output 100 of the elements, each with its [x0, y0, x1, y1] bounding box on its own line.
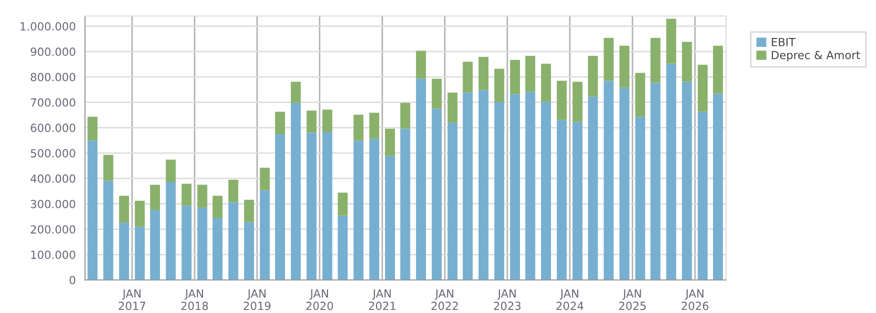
bar	[400, 102, 410, 129]
bar	[338, 192, 348, 216]
bar	[462, 92, 473, 280]
bar	[306, 110, 317, 133]
bar	[260, 190, 270, 280]
bar	[369, 138, 380, 280]
bar	[290, 102, 301, 280]
y-tick-label: 100.000	[31, 250, 76, 259]
bar	[212, 196, 223, 218]
bar	[385, 128, 395, 156]
bar	[290, 82, 301, 103]
bar	[150, 210, 160, 280]
bar	[88, 116, 98, 141]
bar	[666, 18, 676, 64]
bar	[682, 82, 692, 280]
bar	[182, 206, 192, 280]
bar	[650, 82, 660, 280]
bar	[119, 196, 130, 223]
y-tick-label: 300.000	[30, 200, 76, 208]
bar	[400, 128, 410, 280]
bar	[416, 50, 426, 79]
bar	[525, 56, 536, 92]
x-tick-label: JAN 2017	[118, 289, 146, 310]
bar	[166, 182, 176, 280]
bar	[619, 88, 630, 280]
y-tick-label: 700.000	[30, 98, 76, 107]
y-tick-label: 900.000	[30, 48, 76, 56]
bar	[432, 78, 442, 109]
y-tick-label: 1.000.000	[20, 22, 76, 31]
bar	[338, 216, 348, 280]
bar	[448, 92, 458, 123]
bar	[322, 110, 332, 132]
bar	[432, 108, 442, 280]
bar	[666, 64, 676, 280]
bar	[385, 156, 395, 280]
legend-label: Deprec & Amort	[772, 50, 860, 62]
bar	[416, 78, 426, 280]
bar	[228, 180, 238, 202]
x-tick-label: JAN 2018	[181, 289, 208, 310]
x-tick-label: JAN 2019	[244, 289, 270, 310]
x-tick-label: JAN 2020	[306, 289, 334, 310]
bar	[494, 102, 504, 280]
bar	[572, 82, 582, 122]
bar	[478, 56, 488, 90]
x-tick-label: JAN 2025	[619, 289, 646, 310]
bar	[275, 134, 286, 280]
bar	[619, 46, 630, 88]
bar	[650, 38, 660, 83]
bar	[228, 202, 238, 280]
bar	[588, 96, 598, 280]
bar	[572, 122, 582, 280]
x-tick-label: JAN 2023	[494, 289, 521, 310]
bar	[260, 168, 270, 190]
y-tick-label: 0	[70, 276, 76, 284]
bar	[182, 184, 192, 206]
bar	[369, 112, 380, 139]
bar	[244, 222, 254, 280]
bar	[306, 132, 317, 280]
legend-label: EBIT	[772, 38, 796, 46]
bar	[541, 102, 551, 280]
bar	[212, 218, 223, 280]
y-tick-label: 400.000	[30, 174, 76, 183]
bar	[635, 72, 646, 117]
bar	[244, 200, 254, 222]
bar	[354, 114, 364, 141]
bar	[604, 80, 614, 280]
bar	[604, 38, 614, 81]
bar	[510, 60, 520, 94]
x-tick-label: JAN 2026	[682, 289, 708, 310]
bar	[588, 56, 598, 97]
bar	[88, 140, 98, 280]
bar	[682, 42, 692, 82]
bar	[556, 80, 567, 120]
bar	[494, 68, 504, 102]
x-tick-label: JAN 2022	[431, 289, 458, 310]
bar	[712, 46, 723, 94]
bar	[322, 132, 332, 280]
x-tick-label: JAN 2024	[556, 289, 584, 310]
bar	[103, 154, 114, 181]
bar	[354, 140, 364, 280]
x-tick-label: JAN 2021	[368, 289, 396, 310]
bar	[119, 222, 130, 280]
bar	[150, 184, 160, 210]
bar	[197, 208, 208, 280]
bar	[698, 112, 708, 280]
y-tick-label: 500.000	[30, 149, 76, 158]
bar	[166, 160, 176, 182]
bar	[197, 184, 208, 208]
bar	[134, 226, 145, 280]
y-tick-label: 800.000	[30, 72, 76, 82]
bar	[635, 116, 646, 280]
bar	[510, 94, 520, 280]
bar	[556, 120, 567, 280]
bar	[698, 64, 708, 112]
bar	[275, 112, 286, 134]
bar	[712, 94, 723, 280]
bar	[541, 64, 551, 102]
bar	[478, 90, 488, 280]
bar	[525, 92, 536, 280]
y-tick-label: 200.000	[30, 225, 76, 234]
